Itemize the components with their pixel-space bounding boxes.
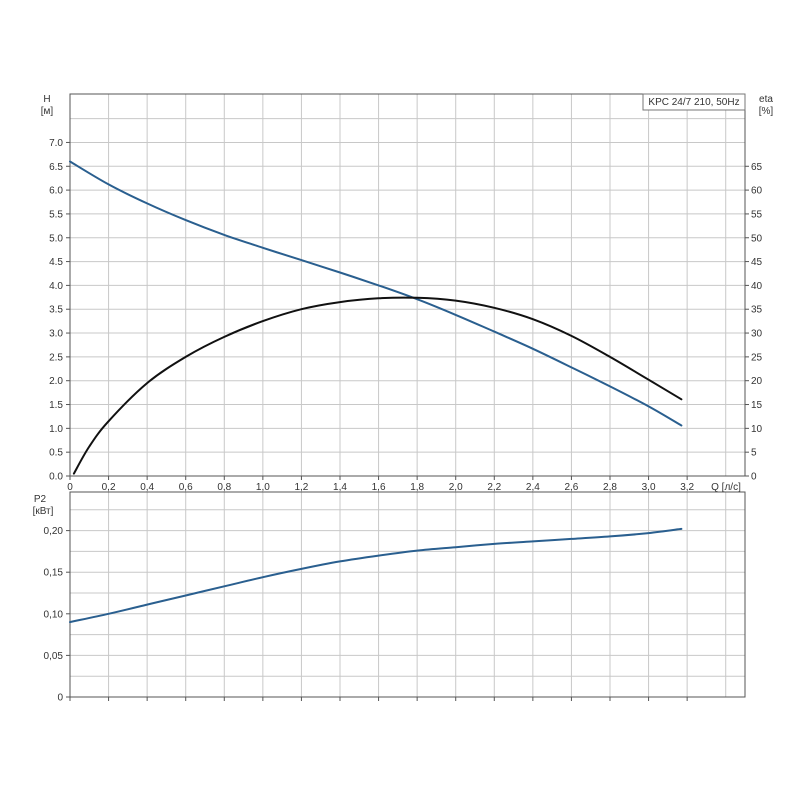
right-y-tick-label: 60 xyxy=(751,186,763,197)
right-y-tick-label: 5 xyxy=(751,448,757,459)
left-y-tick-label: 2.0 xyxy=(49,376,63,387)
left-y-tick-label: 3.5 xyxy=(49,305,63,316)
chart-title: KPC 24/7 210, 50Hz xyxy=(648,97,739,108)
x-tick-label: 2,0 xyxy=(449,482,463,493)
right-y-tick-label: 50 xyxy=(751,233,763,244)
right-y-tick-label: 65 xyxy=(751,162,763,173)
left-y-tick-label: 4.5 xyxy=(49,257,63,268)
x-tick-label: 0 xyxy=(67,482,73,493)
left-y-tick-label: 1.0 xyxy=(49,424,63,435)
right-y-tick-label: 40 xyxy=(751,281,763,292)
x-axis-label: Q [л/с] xyxy=(711,482,741,493)
power-y-tick-label: 0,05 xyxy=(44,651,64,662)
x-tick-label: 1,6 xyxy=(372,482,386,493)
left-y-tick-label: 7.0 xyxy=(49,138,63,149)
power-y-tick-label: 0 xyxy=(57,693,63,704)
left-y-tick-label: 0.5 xyxy=(49,448,63,459)
bottom-y-axis-label: P2 xyxy=(34,494,47,505)
x-tick-label: 2,2 xyxy=(487,482,501,493)
left-y-tick-label: 4.0 xyxy=(49,281,63,292)
legend-box xyxy=(642,93,746,111)
power-y-tick-label: 0,10 xyxy=(44,609,64,620)
x-tick-label: 0,6 xyxy=(179,482,193,493)
left-y-tick-label: 3.0 xyxy=(49,329,63,340)
left-y-tick-label: 6.0 xyxy=(49,186,63,197)
right-y-tick-label: 15 xyxy=(751,400,763,411)
x-tick-label: 1,4 xyxy=(333,482,347,493)
power-y-tick-label: 0,15 xyxy=(44,568,64,579)
x-tick-label: 1,0 xyxy=(256,482,270,493)
left-y-tick-label: 2.5 xyxy=(49,352,63,363)
x-tick-label: 3,0 xyxy=(642,482,656,493)
right-y-tick-label: 20 xyxy=(751,376,763,387)
top-y-axis-unit: [м] xyxy=(41,106,54,117)
left-y-tick-label: 1.5 xyxy=(49,400,63,411)
x-tick-label: 2,6 xyxy=(564,482,578,493)
left-y-tick-label: 6.5 xyxy=(49,162,63,173)
right-y-tick-label: 30 xyxy=(751,329,763,340)
x-tick-label: 0,8 xyxy=(217,482,231,493)
power-curve-line xyxy=(69,527,683,624)
bottom-plot-frame xyxy=(69,491,746,698)
power-y-tick-label: 0,20 xyxy=(44,526,64,537)
left-y-tick-label: 0.0 xyxy=(49,472,63,483)
x-tick-label: 3,2 xyxy=(680,482,694,493)
x-tick-label: 2,4 xyxy=(526,482,540,493)
left-y-tick-label: 5.0 xyxy=(49,233,63,244)
right-y-axis-unit: [%] xyxy=(759,106,774,117)
right-y-tick-label: 10 xyxy=(751,424,763,435)
efficiency-curve-line xyxy=(72,296,683,475)
x-tick-label: 0,2 xyxy=(102,482,116,493)
right-y-tick-label: 35 xyxy=(751,305,763,316)
x-tick-label: 1,8 xyxy=(410,482,424,493)
left-y-tick-label: 5.5 xyxy=(49,209,63,220)
x-tick-label: 0,4 xyxy=(140,482,154,493)
right-y-tick-label: 0 xyxy=(751,472,757,483)
right-y-tick-label: 55 xyxy=(751,209,763,220)
top-y-axis-label: H xyxy=(43,94,50,105)
right-y-tick-label: 25 xyxy=(751,352,763,363)
right-y-tick-label: 45 xyxy=(751,257,763,268)
x-tick-label: 2,8 xyxy=(603,482,617,493)
head-curve-line xyxy=(69,160,683,427)
right-y-axis-label: eta xyxy=(759,94,773,105)
x-tick-label: 1,2 xyxy=(294,482,308,493)
bottom-y-axis-unit: [кВт] xyxy=(33,506,54,517)
